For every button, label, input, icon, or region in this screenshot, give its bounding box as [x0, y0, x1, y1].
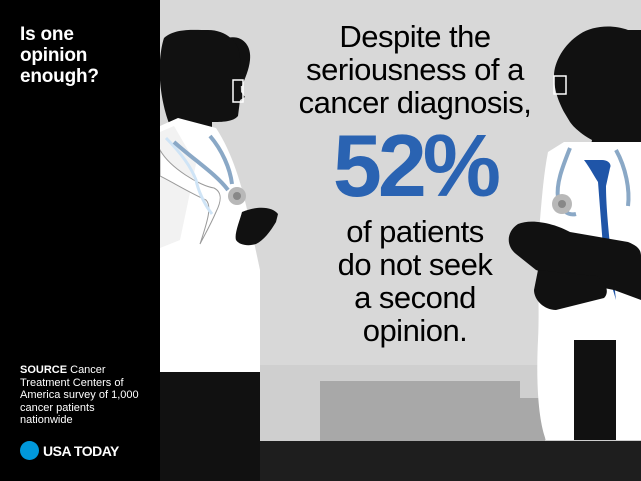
headline: Is one opinion enough?	[20, 24, 99, 87]
brand-logo: USA TODAY	[20, 441, 119, 460]
doctors-illustration	[160, 0, 641, 481]
doctor-right-icon	[508, 26, 641, 440]
usa-today-dot-icon	[20, 441, 39, 460]
brand-name: USA TODAY	[43, 442, 119, 459]
statement-tail: of patients do not seek a second opinion…	[337, 214, 493, 348]
statement-lead: Despite the seriousness of a cancer diag…	[298, 19, 532, 120]
sidebar: Is one opinion enough? SOURCE Cancer Tre…	[0, 0, 160, 481]
doctor-left-icon	[160, 29, 278, 481]
statistic-value: 52%	[332, 116, 501, 215]
illustration-scene: Despite the seriousness of a cancer diag…	[160, 0, 641, 481]
source-label: SOURCE	[20, 364, 68, 376]
source-note: SOURCE Cancer Treatment Centers of Ameri…	[20, 364, 150, 427]
source-text: Cancer Treatment Centers of America surv…	[20, 364, 139, 426]
statement-block: Despite the seriousness of a cancer diag…	[285, 20, 545, 347]
